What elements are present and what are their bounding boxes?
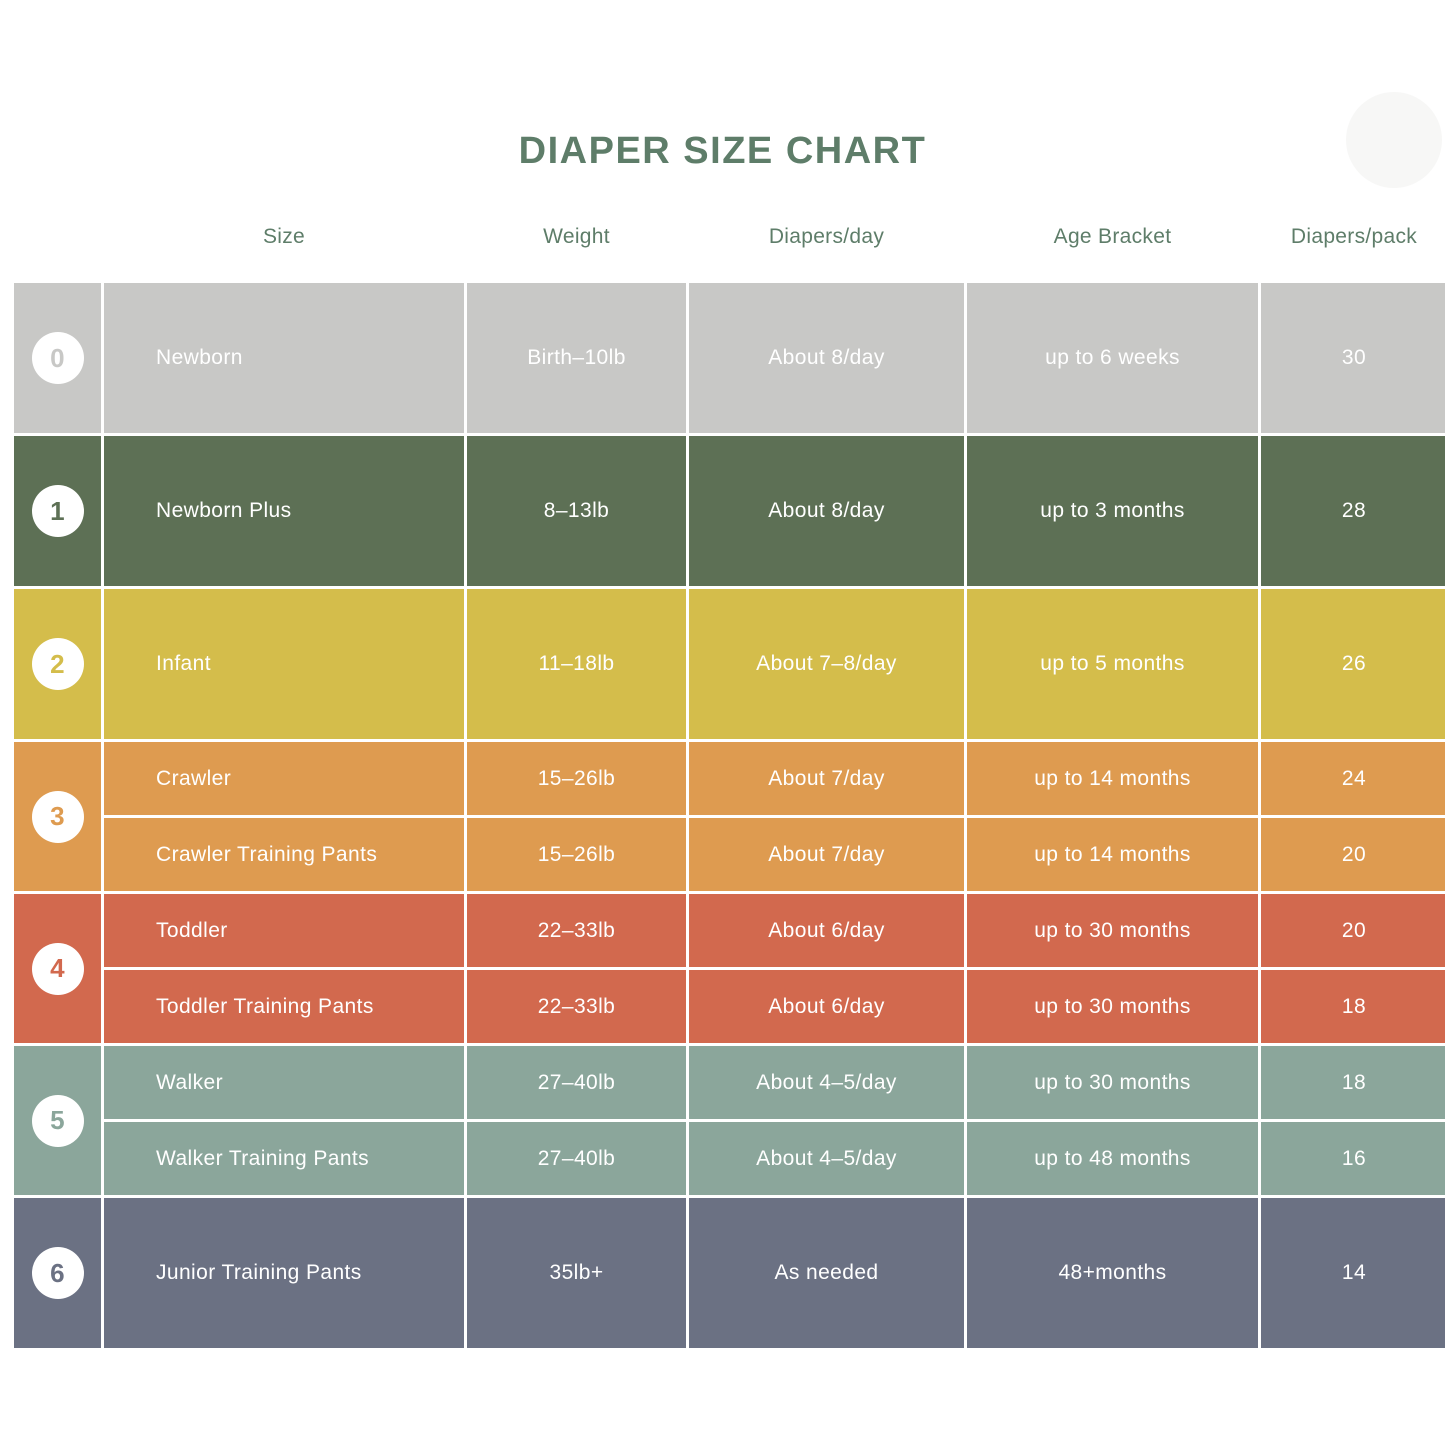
age-bracket-cell: up to 3 months — [967, 436, 1258, 586]
column-header-age-bracket: Age Bracket — [1053, 225, 1172, 248]
size-badge-cell: 2 — [14, 589, 101, 739]
column-header-diapers-per-day: Diapers/day — [768, 225, 885, 248]
column-header-row: Size Weight Diapers/day Age Bracket Diap… — [14, 225, 1432, 249]
size-badge-cell: 1 — [14, 436, 101, 586]
diapers-per-pack-cell: 16 — [1261, 1122, 1445, 1195]
age-bracket-cell: up to 5 months — [967, 589, 1258, 739]
diapers-per-day-cell: About 4–5/day — [689, 1122, 964, 1195]
size-badge-cell: 0 — [14, 283, 101, 433]
diapers-per-pack-cell: 14 — [1261, 1198, 1445, 1348]
product-name-cell: Newborn Plus — [104, 436, 464, 586]
age-bracket-cell: up to 6 weeks — [967, 283, 1258, 433]
size-group-4: 4 Toddler 22–33lb About 6/day up to 30 month… — [14, 894, 1445, 1043]
weight-cell: 22–33lb — [467, 894, 686, 967]
product-name-cell: Walker Training Pants — [104, 1122, 464, 1195]
diapers-per-pack-cell: 24 — [1261, 742, 1445, 815]
size-badge-cell: 5 — [14, 1046, 101, 1195]
weight-cell: 35lb+ — [467, 1198, 686, 1348]
weight-cell: 15–26lb — [467, 742, 686, 815]
age-bracket-cell: up to 30 months — [967, 970, 1258, 1043]
diaper-size-table: 0 Newborn Birth–10lb About 8/day up to 6 wee… — [14, 283, 1445, 1348]
size-badge: 5 — [31, 1094, 84, 1147]
weight-cell: 8–13lb — [467, 436, 686, 586]
product-name-cell: Toddler — [104, 894, 464, 967]
product-name-cell: Walker — [104, 1046, 464, 1119]
diapers-per-pack-cell: 30 — [1261, 283, 1445, 433]
size-group-1: 1 Newborn Plus 8–13lb About 8/day up to 3 mo… — [14, 436, 1445, 586]
page-title: DIAPER SIZE CHART — [518, 130, 927, 172]
column-header-weight: Weight — [543, 225, 610, 248]
diapers-per-day-cell: About 7/day — [689, 742, 964, 815]
size-badge: 1 — [31, 485, 84, 537]
size-badge: 6 — [31, 1247, 84, 1299]
size-badge-cell: 4 — [14, 894, 101, 1043]
decorative-corner-circle — [1346, 92, 1442, 188]
size-group-6: 6 Junior Training Pants 35lb+ As needed 48+m… — [14, 1198, 1445, 1348]
diapers-per-day-cell: About 7/day — [689, 818, 964, 891]
age-bracket-cell: up to 30 months — [967, 1046, 1258, 1119]
age-bracket-cell: up to 14 months — [967, 742, 1258, 815]
product-name-cell: Infant — [104, 589, 464, 739]
diapers-per-pack-cell: 18 — [1261, 1046, 1445, 1119]
age-bracket-cell: up to 14 months — [967, 818, 1258, 891]
diapers-per-day-cell: About 8/day — [689, 283, 964, 433]
age-bracket-cell: up to 30 months — [967, 894, 1258, 967]
diapers-per-day-cell: About 4–5/day — [689, 1046, 964, 1119]
age-bracket-cell: 48+months — [967, 1198, 1258, 1348]
weight-cell: Birth–10lb — [467, 283, 686, 433]
size-group-2: 2 Infant 11–18lb About 7–8/day up to 5 month… — [14, 589, 1445, 739]
diapers-per-pack-cell: 20 — [1261, 818, 1445, 891]
diapers-per-day-cell: About 6/day — [689, 894, 964, 967]
diapers-per-day-cell: About 6/day — [689, 970, 964, 1043]
badge-column-spacer — [14, 225, 101, 249]
size-badge: 4 — [31, 942, 84, 995]
weight-cell: 27–40lb — [467, 1122, 686, 1195]
size-group-5: 5 Walker 27–40lb About 4–5/day up to 30 mont… — [14, 1046, 1445, 1195]
product-name-cell: Junior Training Pants — [104, 1198, 464, 1348]
size-badge: 3 — [31, 790, 84, 843]
size-group-0: 0 Newborn Birth–10lb About 8/day up to 6 wee… — [14, 283, 1445, 433]
diapers-per-pack-cell: 20 — [1261, 894, 1445, 967]
size-badge: 0 — [31, 332, 84, 384]
diapers-per-day-cell: About 7–8/day — [689, 589, 964, 739]
product-name-cell: Crawler — [104, 742, 464, 815]
weight-cell: 27–40lb — [467, 1046, 686, 1119]
size-badge-cell: 6 — [14, 1198, 101, 1348]
diapers-per-day-cell: About 8/day — [689, 436, 964, 586]
diapers-per-pack-cell: 26 — [1261, 589, 1445, 739]
weight-cell: 22–33lb — [467, 970, 686, 1043]
weight-cell: 15–26lb — [467, 818, 686, 891]
product-name-cell: Newborn — [104, 283, 464, 433]
diapers-per-pack-cell: 28 — [1261, 436, 1445, 586]
product-name-cell: Toddler Training Pants — [104, 970, 464, 1043]
size-group-3: 3 Crawler 15–26lb About 7/day up to 14 month… — [14, 742, 1445, 891]
product-name-cell: Crawler Training Pants — [104, 818, 464, 891]
size-badge: 2 — [31, 638, 84, 690]
column-header-diapers-per-pack: Diapers/pack — [1290, 225, 1418, 248]
diapers-per-pack-cell: 18 — [1261, 970, 1445, 1043]
size-badge-cell: 3 — [14, 742, 101, 891]
column-header-size: Size — [262, 225, 306, 248]
weight-cell: 11–18lb — [467, 589, 686, 739]
diapers-per-day-cell: As needed — [689, 1198, 964, 1348]
age-bracket-cell: up to 48 months — [967, 1122, 1258, 1195]
